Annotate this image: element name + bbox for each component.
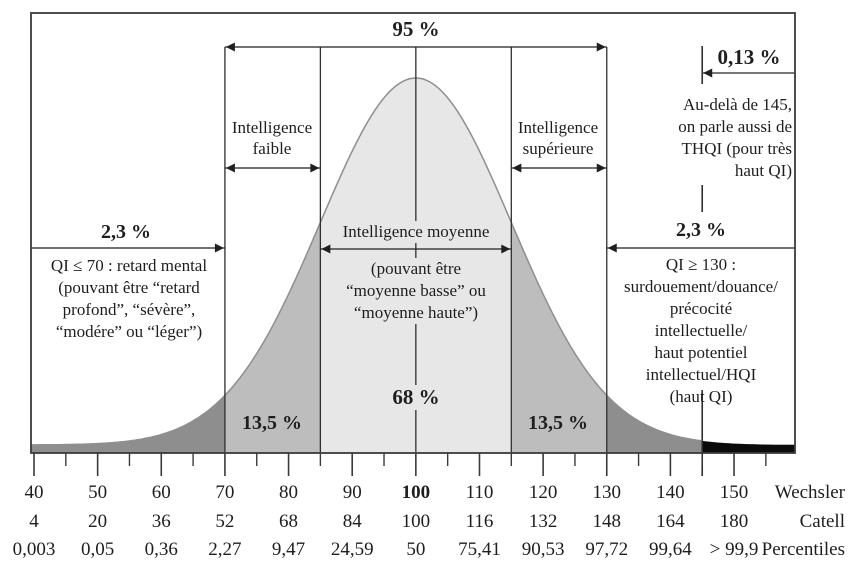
label-2-3-percent-left: 2,3 % bbox=[101, 221, 151, 243]
label-0-13-percent: 0,13 % bbox=[717, 45, 781, 69]
axis-value-catell-2: 36 bbox=[151, 511, 171, 532]
axis-value-wechsler-0: 40 bbox=[24, 482, 44, 503]
axis-value-percentiles-7: 75,41 bbox=[458, 539, 501, 560]
axis-value-wechsler-4: 80 bbox=[279, 482, 299, 503]
axis-value-catell-3: 52 bbox=[215, 511, 235, 532]
label-2-3-percent-right: 2,3 % bbox=[676, 219, 726, 241]
axis-value-percentiles-5: 24,59 bbox=[330, 539, 374, 560]
label-95-percent: 95 % bbox=[392, 17, 440, 41]
axis-row-label-wechsler: Wechsler bbox=[774, 482, 845, 503]
axis-value-wechsler-6: 100 bbox=[401, 482, 431, 503]
axis-value-percentiles-3: 2,27 bbox=[208, 539, 242, 560]
note-thqi: Au-delà de 145, on parle aussi de THQI (… bbox=[678, 95, 792, 180]
axis-value-catell-0: 4 bbox=[29, 511, 39, 532]
axis-value-catell-8: 132 bbox=[528, 511, 558, 532]
axis-value-catell-4: 68 bbox=[279, 511, 299, 532]
label-intelligence-faible: Intelligence faible bbox=[231, 118, 313, 158]
axis-value-percentiles-11: > 99,9 bbox=[709, 539, 759, 560]
axis-value-wechsler-10: 140 bbox=[656, 482, 685, 503]
axis-value-catell-7: 116 bbox=[465, 511, 494, 532]
axis-value-percentiles-8: 90,53 bbox=[521, 539, 565, 560]
axis-value-catell-9: 148 bbox=[592, 511, 622, 532]
note-low-iq: QI ≤ 70 : retard mental (pouvant être “r… bbox=[50, 256, 208, 341]
axis-value-percentiles-1: 0,05 bbox=[81, 539, 115, 560]
label-intelligence-moyenne: Intelligence moyenne bbox=[336, 221, 496, 243]
axis-value-percentiles-2: 0,36 bbox=[144, 539, 178, 560]
axis-value-catell-1: 20 bbox=[88, 511, 108, 532]
label-13-5-percent-right: 13,5 % bbox=[528, 412, 588, 434]
axis-value-wechsler-9: 130 bbox=[592, 482, 622, 503]
axis-value-wechsler-2: 60 bbox=[151, 482, 171, 503]
axis-value-percentiles-0: 0,003 bbox=[12, 539, 56, 560]
axis-value-catell-6: 100 bbox=[401, 511, 431, 532]
axis-value-wechsler-7: 110 bbox=[465, 482, 494, 503]
note-high-iq: QI ≥ 130 : surdouement/douance/ précocit… bbox=[624, 255, 778, 406]
label-13-5-percent-left: 13,5 % bbox=[242, 412, 302, 434]
axis-value-catell-11: 180 bbox=[719, 511, 749, 532]
axis-value-percentiles-6: 50 bbox=[406, 539, 426, 560]
axis-value-catell-10: 164 bbox=[656, 511, 685, 532]
axis-value-catell-5: 84 bbox=[342, 511, 362, 532]
label-moyenne-detail: (pouvant être “moyenne basse” ou “moyenn… bbox=[340, 258, 492, 324]
axis-value-wechsler-11: 150 bbox=[719, 482, 749, 503]
axis-value-percentiles-9: 97,72 bbox=[585, 539, 629, 560]
axis-value-wechsler-5: 90 bbox=[342, 482, 362, 503]
axis-value-percentiles-4: 9,47 bbox=[271, 539, 306, 560]
axis-value-wechsler-3: 70 bbox=[215, 482, 235, 503]
label-intelligence-superieure: Intelligence supérieure bbox=[517, 118, 599, 158]
axis-value-wechsler-1: 50 bbox=[88, 482, 108, 503]
axis-row-label-percentiles: Percentiles bbox=[761, 539, 845, 560]
axis-value-percentiles-10: 99,64 bbox=[649, 539, 692, 560]
axis-row-label-catell: Catell bbox=[799, 511, 845, 532]
axis-value-wechsler-8: 120 bbox=[528, 482, 558, 503]
label-68-percent: 68 % bbox=[386, 385, 446, 410]
